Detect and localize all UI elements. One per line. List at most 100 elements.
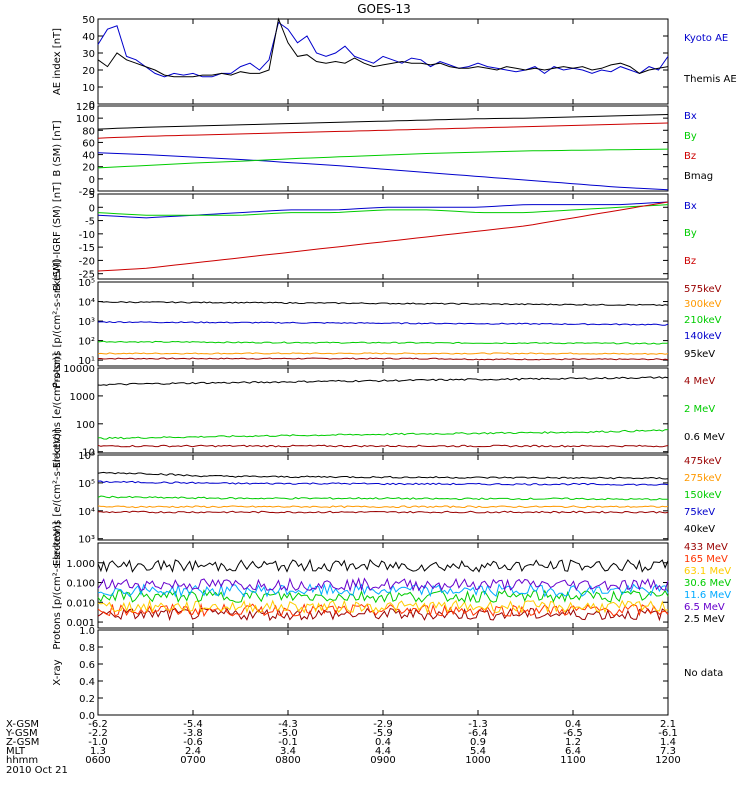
series-line-by [97, 148, 669, 169]
legend-label-275kev: 275keV [684, 473, 722, 484]
series-line-475kev [98, 510, 669, 514]
legend-label-by: By [684, 228, 697, 239]
panel-8: 1.0 0.8 0.6 0.4 0.2 0.0 X-ray No data [52, 626, 723, 722]
y-tick-label: 10³ [78, 535, 95, 546]
series-line-4-mev [97, 444, 669, 448]
legend-label-themis-ae: Themis AE [683, 74, 737, 85]
y-tick-label: 0.001 [66, 618, 95, 629]
legend-label-kyoto-ae: Kyoto AE [684, 33, 728, 44]
legend-label-0-6-mev: 0.6 MeV [684, 432, 725, 443]
legend-label-bx: Bx [684, 111, 697, 122]
legend-label-bz: Bz [684, 151, 696, 162]
y-tick-label: 30 [82, 49, 95, 60]
legend-label-210kev: 210keV [684, 315, 722, 326]
x-row-label: hhmm [6, 755, 38, 766]
y-tick-label: -25 [79, 270, 95, 281]
x-row-value: -2.2 [88, 728, 108, 739]
y-axis-label: AE index [nT] [52, 28, 63, 95]
y-axis-label: Protons [p/(cm²-s-sr-keV)] [52, 521, 63, 649]
x-row-value: -6.4 [468, 728, 488, 739]
x-row-value: 1100 [560, 755, 585, 766]
y-tick-label: 10⁵ [78, 479, 95, 490]
x-axis-table: X-GSM -6.2 -5.4 -4.3 -2.9 -1.3 0.4 2.1 Y-GSM -2.2… [5, 719, 681, 776]
panel-4: 10⁵ 10⁴ 10³ 10² 10¹ Protons [p/(cm²-s-sr-keV)… [52, 260, 722, 388]
y-tick-label: 0 [89, 175, 95, 186]
x-row-value: 1.3 [90, 746, 106, 757]
x-row-value: 0900 [370, 755, 395, 766]
panel-frame [97, 105, 669, 192]
legend-label-2-mev: 2 MeV [684, 404, 715, 415]
y-tick-label: 10 [82, 83, 95, 94]
panel-1: 50 40 30 20 10 0 AE index [nT] Kyoto AE Themis A… [52, 15, 737, 111]
series-line-140kev [97, 321, 669, 326]
series-line-300kev [97, 352, 669, 355]
panel-frame [97, 18, 669, 105]
y-tick-label: -15 [79, 243, 95, 254]
legend-label-300kev: 300keV [684, 299, 722, 310]
y-tick-label: 20 [82, 66, 95, 77]
series-line-30-6-mev [97, 589, 669, 604]
x-row-label: MLT [6, 746, 26, 757]
legend-label-75kev: 75keV [684, 507, 715, 518]
series-line-210kev [97, 340, 669, 345]
x-row-value: -5.9 [373, 728, 393, 739]
y-tick-label: 40 [82, 151, 95, 162]
x-row-value: -6.5 [563, 728, 583, 739]
x-row-label: X-GSM [6, 719, 39, 730]
y-tick-label: 60 [82, 138, 95, 149]
legend-label-165-mev: 165 MeV [684, 554, 728, 565]
x-row-value: -1.3 [468, 719, 488, 730]
x-row-value: 5.4 [470, 746, 486, 757]
legend-label-575kev: 575keV [684, 284, 722, 295]
y-tick-label: 0.2 [79, 694, 95, 705]
series-line-95kev [97, 301, 669, 307]
y-tick-label: -10 [79, 230, 95, 241]
legend-label-by: By [684, 131, 697, 142]
series-line-2-mev [98, 429, 669, 440]
y-tick-label: 1.0 [79, 626, 95, 637]
y-axis-label: Electrons [e/(cm²-s-sr-keV)] [52, 429, 63, 566]
y-axis-label: B (SM)-IGRF (SM) [nT] [52, 182, 63, 291]
x-row-value: 0600 [85, 755, 110, 766]
legend-label-150kev: 150keV [684, 490, 722, 501]
y-tick-label: 10² [78, 337, 95, 348]
x-row-value: 6.4 [565, 746, 581, 757]
y-tick-label: 10¹ [78, 356, 95, 367]
legend-label-30-6-mev: 30.6 MeV [684, 578, 731, 589]
legend-label-63-1-mev: 63.1 MeV [684, 566, 731, 577]
x-row-value: -2.9 [373, 719, 393, 730]
y-tick-label: -20 [79, 187, 95, 198]
y-axis-label: B (SM) [nT] [52, 120, 63, 176]
series-line-kyoto-ae [97, 21, 669, 78]
panel-frame [97, 193, 669, 280]
y-axis-label: X-ray [52, 659, 63, 685]
y-tick-label: -20 [79, 256, 95, 267]
series-line-433-mev [97, 607, 669, 622]
legend-label-95kev: 95keV [684, 349, 715, 360]
y-tick-label: 10⁴ [78, 507, 95, 518]
x-row-value: 1.4 [660, 737, 676, 748]
series-line-bz [97, 122, 669, 139]
legend-label-433-mev: 433 MeV [684, 542, 728, 553]
series-line-63-1-mev [97, 599, 669, 615]
series-line-75kev [97, 480, 669, 486]
x-row-value: 1000 [465, 755, 490, 766]
x-row-value: 7.3 [660, 746, 676, 757]
x-row-value: -6.2 [88, 719, 108, 730]
panel-frame [97, 629, 669, 716]
legend-label-4-mev: 4 MeV [684, 376, 715, 387]
series-line-themis-ae [97, 17, 669, 78]
legend-label-bz: Bz [684, 256, 696, 267]
y-tick-label: 50 [82, 15, 95, 26]
x-row-value: 1200 [655, 755, 680, 766]
panel-3: 5 0 -5 -10 -15 -20 -25 B (SM)-IGRF (SM) [nT] Bx B… [52, 182, 697, 291]
series-line-150kev [97, 495, 669, 501]
y-tick-label: 1.000 [66, 559, 95, 570]
x-row-label: Y-GSM [5, 728, 38, 739]
series-line-2-5-mev [97, 558, 669, 573]
y-tick-label: -5 [85, 217, 95, 228]
y-tick-label: 10 [82, 448, 95, 459]
x-row-value: -3.8 [183, 728, 203, 739]
